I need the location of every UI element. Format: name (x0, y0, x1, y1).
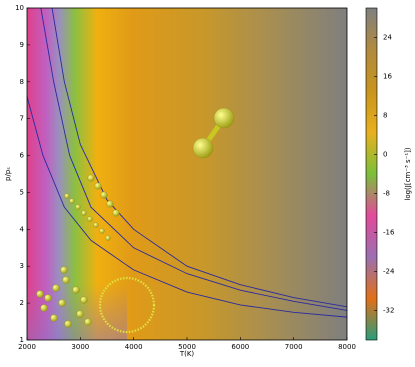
colorbar-label: log(J[cm⁻³ s⁻¹]) (404, 147, 412, 200)
y-tick-label: 6 (20, 152, 25, 160)
y-tick-label: 10 (15, 4, 24, 12)
y-tick-label: 7 (20, 115, 24, 123)
colorbar (365, 7, 378, 341)
y-tick-label: 9 (20, 41, 24, 49)
y-tick-label: 5 (20, 188, 24, 196)
heatmap-shade (27, 200, 127, 340)
colorbar-tick-label: 16 (383, 72, 392, 80)
x-tick-label: 8000 (338, 343, 356, 351)
contour-line (40, 7, 348, 311)
y-axis-label: p/pₛ (4, 167, 12, 181)
molecules (36, 107, 235, 334)
x-tick-label: 2000 (18, 343, 36, 351)
colorbar-tick-label: 0 (383, 150, 387, 158)
x-tick-label: 4000 (125, 343, 143, 351)
y-tick-label: 4 (20, 225, 25, 233)
colorbar-tick-label: 24 (383, 33, 392, 41)
y-tick-label: 2 (20, 299, 24, 307)
x-tick-label: 5000 (178, 343, 196, 351)
x-axis-label: T(K) (179, 350, 195, 358)
colorbar-tick-label: -32 (383, 307, 394, 315)
y-tick-label: 1 (20, 336, 24, 344)
x-tick-label: 7000 (285, 343, 303, 351)
colorbar-tick-label: -16 (383, 229, 395, 237)
y-tick-label: 8 (20, 78, 24, 86)
contour-line (26, 96, 348, 318)
x-tick-label: 3000 (71, 343, 89, 351)
y-tick-label: 3 (20, 262, 24, 270)
colorbar-tick-label: 8 (383, 111, 387, 119)
colorbar-tick-label: -8 (383, 190, 390, 198)
colorbar-tick-label: -24 (383, 268, 395, 276)
x-tick-label: 6000 (231, 343, 249, 351)
contour-line (51, 7, 348, 308)
